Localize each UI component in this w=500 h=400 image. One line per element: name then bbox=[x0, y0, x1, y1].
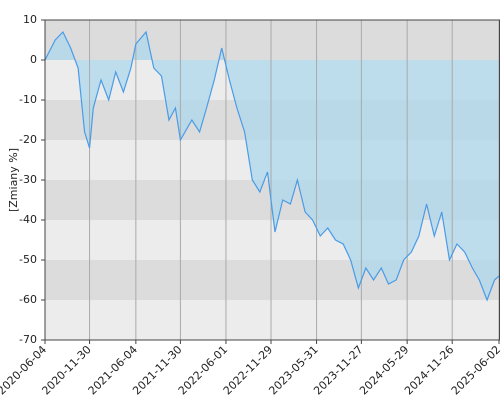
y-tick-label: -40 bbox=[19, 213, 37, 226]
x-tick-label: 2025-06-02 bbox=[449, 343, 500, 397]
y-tick-label: -20 bbox=[19, 133, 37, 146]
y-tick-label: -50 bbox=[19, 253, 37, 266]
y-tick-label: -70 bbox=[19, 333, 37, 346]
y-tick-label: 10 bbox=[23, 13, 37, 26]
y-tick-label: -10 bbox=[19, 93, 37, 106]
band bbox=[45, 220, 500, 260]
band bbox=[45, 300, 500, 340]
band bbox=[45, 260, 500, 300]
line bbox=[44, 30, 500, 302]
area bbox=[45, 32, 500, 300]
y-tick-label: 0 bbox=[30, 53, 37, 66]
y-tick-label: -30 bbox=[19, 173, 37, 186]
y-axis-label: [Zmiany %] bbox=[7, 148, 20, 212]
y-tick-label: -60 bbox=[19, 293, 37, 306]
band bbox=[45, 20, 500, 60]
